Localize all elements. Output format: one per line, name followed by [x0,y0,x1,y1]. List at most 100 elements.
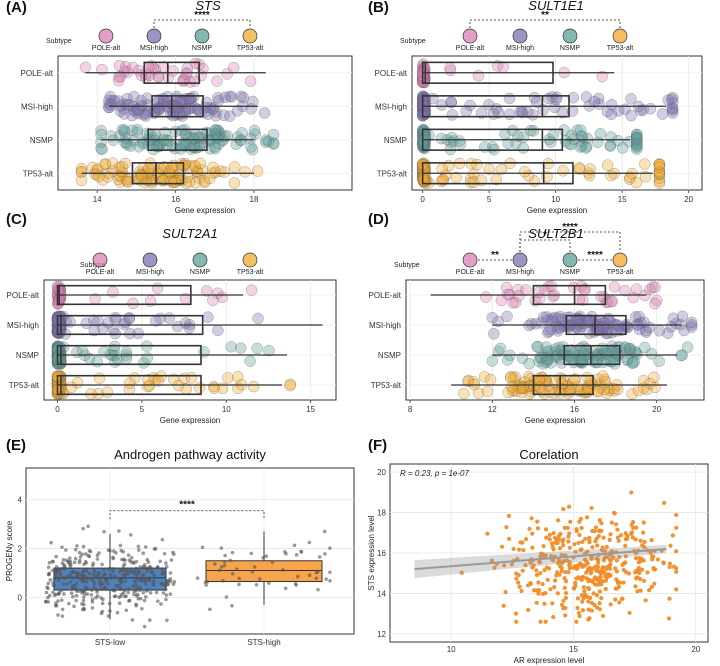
data-point [587,538,592,543]
data-point [599,582,604,587]
data-point-msi-high [662,94,675,106]
data-point-sts-low [132,592,136,597]
data-point-nsmp [124,140,137,152]
data-point [531,588,537,593]
data-point [613,597,618,602]
box-pole-alt [421,61,554,84]
data-point-sts-low [57,578,61,583]
data-point-nsmp [236,127,248,139]
data-point-sts-low [143,595,148,599]
data-point-sts-low [72,570,76,574]
y-tick-label: TP53-alt [371,381,402,390]
data-point [647,588,652,593]
legend-item-pole-alt: POLE-alt [86,269,114,276]
data-point-msi-high [488,328,500,340]
data-point-sts-low [148,590,153,595]
data-point-pole-alt [542,280,555,293]
data-point [545,577,550,583]
data-point [568,519,573,524]
box-pole-alt [143,61,200,84]
data-point-sts-low [147,618,152,622]
data-point-sts-high [293,582,298,586]
data-point-nsmp [52,350,65,362]
panel-label: (F) [368,437,387,454]
data-point [543,527,549,532]
data-point [625,533,630,539]
data-point [562,585,567,591]
data-point-sts-low [52,593,57,598]
data-point-msi-high [605,108,618,121]
data-point [641,520,646,525]
data-point-nsmp [616,142,629,154]
data-point-sts-high [257,577,262,581]
x-axis-title: Gene expression [160,416,220,425]
data-point-msi-high [625,109,637,122]
data-point-sts-low [44,590,49,595]
data-point [536,580,541,585]
data-point [585,568,591,573]
data-point-sts-high [299,549,303,554]
panel-title: Androgen pathway activity [114,447,266,462]
data-point [529,516,534,521]
data-point-sts-low [54,554,58,559]
data-point-sts-low [86,553,91,558]
data-point-nsmp [95,128,107,141]
data-point [614,577,619,582]
data-point-msi-high [567,91,580,104]
data-point-sts-low [58,571,63,576]
data-point-sts-low [57,590,62,595]
data-point-pole-alt [200,285,213,297]
data-point-tp53-alt [189,177,202,189]
data-point-sts-low [153,546,158,551]
data-point [557,533,562,538]
data-point-sts-low [123,579,128,584]
data-point-sts-low [136,544,141,549]
data-point-nsmp [527,125,540,137]
data-point-msi-high [666,93,678,106]
data-point-sts-low [165,618,169,623]
y-tick-label: TP53-alt [9,381,40,390]
data-point-tp53-alt [483,163,495,176]
data-point [636,566,641,571]
legend-swatch-nsmp [562,28,578,44]
data-point-sts-low [169,558,174,562]
data-point [593,525,599,530]
data-point-tp53-alt [517,382,529,394]
significance-bracket [519,239,571,252]
data-point-sts-low [141,590,146,595]
data-point-sts-low [59,598,64,602]
data-point-pole-alt [112,74,125,87]
legend-title: Subtype [46,38,72,45]
data-point-sts-low [75,544,79,548]
data-point [521,547,526,553]
data-point-sts-low [118,582,123,586]
data-point-sts-low [98,583,103,588]
data-point-pole-alt [211,75,223,87]
data-point-sts-low [78,555,83,559]
data-point-sts-high [212,562,217,566]
data-point-msi-high [435,99,448,111]
legend-item-msi-high: MSI-high [140,45,168,52]
data-point-nsmp [594,127,607,140]
data-point-sts-low [81,589,86,593]
data-point-sts-low [61,581,65,586]
data-point [674,587,679,592]
data-point-tp53-alt [639,158,651,170]
x-tick-label: 0 [55,405,60,414]
data-point [543,619,548,624]
data-point-sts-high [328,546,332,550]
data-point [634,525,639,530]
data-point-sts-low [140,606,144,611]
data-point-sts-low [164,593,169,597]
data-point [501,603,506,608]
data-point-msi-high [503,92,516,105]
data-point [674,525,679,531]
data-point-sts-low [143,545,148,549]
x-tick-label: 15 [306,405,315,414]
data-point-sts-low [60,607,65,612]
data-point-sts-high [223,553,227,558]
legend-item-pole-alt: POLE-alt [92,45,120,52]
data-point-sts-low [138,596,143,601]
data-point [600,567,605,572]
